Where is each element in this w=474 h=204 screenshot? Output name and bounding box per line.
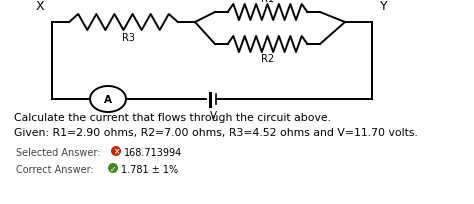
Text: Calculate the current that flows through the circuit above.: Calculate the current that flows through… bbox=[14, 112, 331, 122]
Text: R1: R1 bbox=[261, 0, 274, 4]
Text: V: V bbox=[210, 111, 217, 121]
Text: Correct Answer:: Correct Answer: bbox=[16, 164, 94, 174]
Text: 168.713994: 168.713994 bbox=[124, 147, 182, 157]
Text: X: X bbox=[36, 0, 44, 13]
Text: A: A bbox=[104, 94, 112, 104]
Text: ×: × bbox=[113, 147, 119, 156]
Circle shape bbox=[108, 163, 118, 173]
Text: ✓: ✓ bbox=[110, 164, 116, 173]
Text: Selected Answer:: Selected Answer: bbox=[16, 147, 100, 157]
Text: Given: R1=2.90 ohms, R2=7.00 ohms, R3=4.52 ohms and V=11.70 volts.: Given: R1=2.90 ohms, R2=7.00 ohms, R3=4.… bbox=[14, 127, 418, 137]
Text: R2: R2 bbox=[261, 54, 274, 64]
Text: R3: R3 bbox=[122, 33, 135, 43]
Text: Y: Y bbox=[380, 0, 388, 13]
Text: 1.781 ± 1%: 1.781 ± 1% bbox=[121, 164, 178, 174]
Circle shape bbox=[111, 146, 121, 156]
